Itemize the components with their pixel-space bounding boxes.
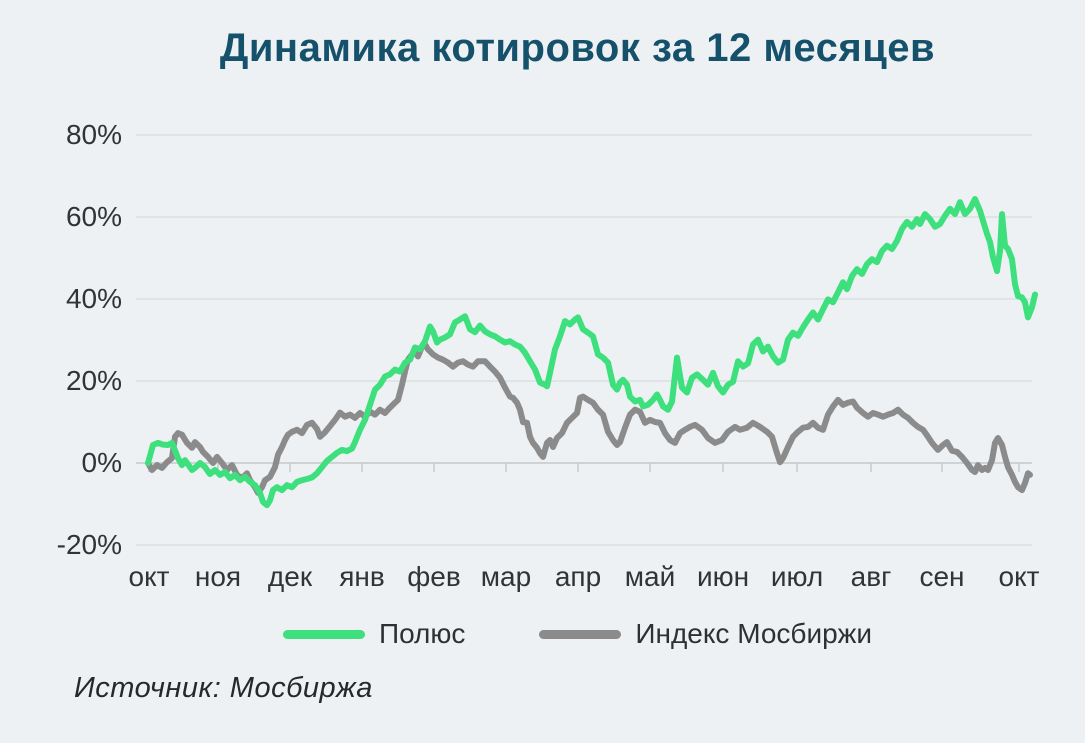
x-axis-tick-label: янв <box>339 561 385 592</box>
x-axis-tick-label: фев <box>407 561 461 592</box>
legend-swatch-moex-index <box>539 629 622 639</box>
x-axis-tick-label: июл <box>770 561 824 592</box>
x-axis-tick-label: окт <box>128 561 170 592</box>
x-axis-tick-label: сен <box>919 561 965 592</box>
y-axis-tick-label: 0% <box>81 447 122 478</box>
legend-label-moex-index: Индекс Мосбиржи <box>635 618 873 649</box>
y-axis-tick-label: -20% <box>56 529 122 560</box>
series-line-polyus <box>145 196 1038 509</box>
y-axis-tick-label: 40% <box>65 283 122 314</box>
y-axis-tick-label: 20% <box>65 365 122 396</box>
chart-legend: Полюс Индекс Мосбиржи <box>70 616 1085 652</box>
chart-title: Динамика котировок за 12 месяцев <box>219 26 936 70</box>
legend-label-polyus: Полюс <box>378 618 466 649</box>
legend-item-moex-index: Индекс Мосбиржи <box>539 618 872 650</box>
x-axis-tick-label: дек <box>267 561 313 592</box>
x-axis-tick-label: ноя <box>194 561 242 592</box>
y-axis-tick-label: 80% <box>65 119 122 150</box>
x-axis-tick-label: май <box>624 561 676 592</box>
x-axis-tick-label: июн <box>696 561 750 592</box>
x-axis-tick-label: мар <box>480 561 532 592</box>
x-axis-tick-label: авг <box>850 561 892 592</box>
source-note: Источник: Мосбиржа <box>74 672 373 704</box>
legend-swatch-polyus <box>282 629 365 639</box>
x-axis-tick-label: апр <box>554 561 602 592</box>
series-line-moex-index <box>145 341 1033 496</box>
legend-item-polyus: Полюс <box>282 618 466 650</box>
x-axis-tick-label: окт <box>998 561 1040 592</box>
y-axis-tick-label: 60% <box>65 201 122 232</box>
